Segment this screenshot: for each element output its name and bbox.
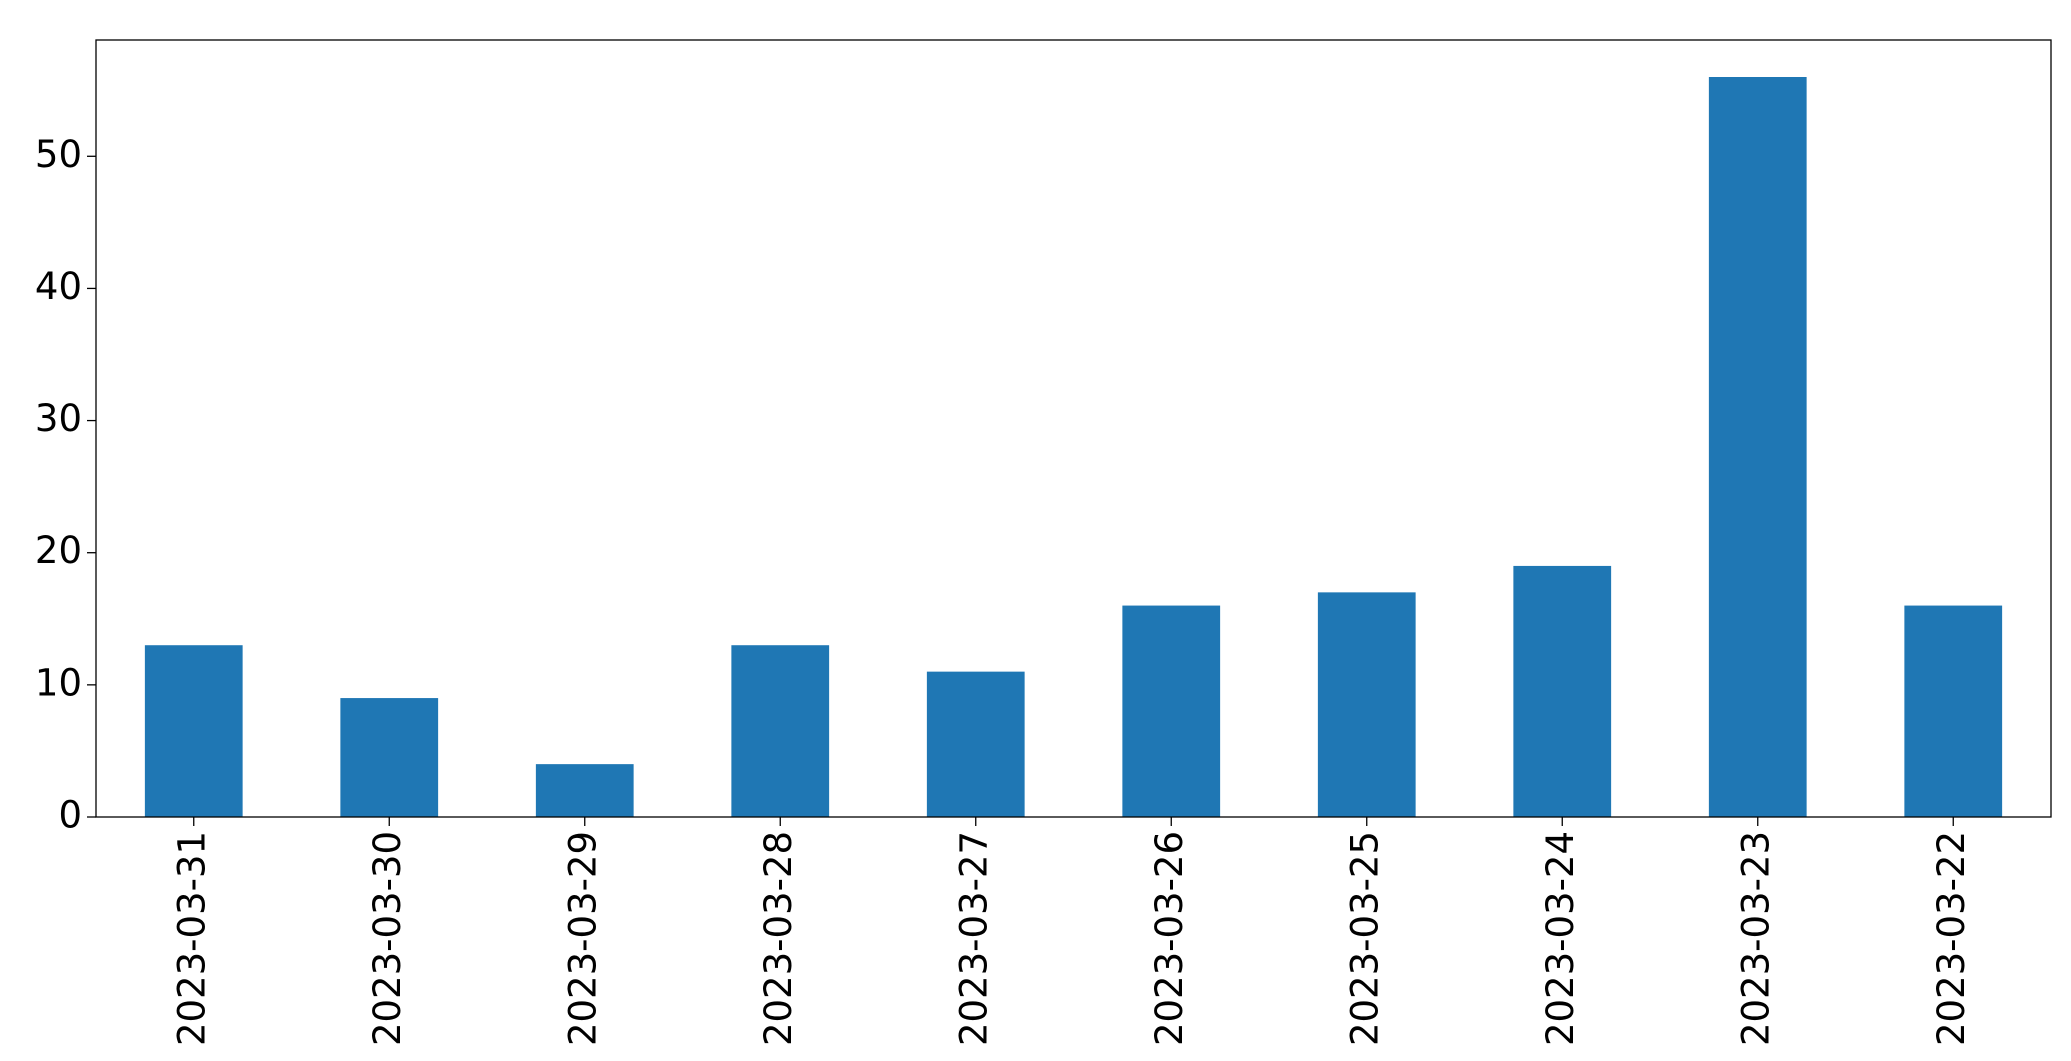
x-tick-label: 2023-03-29 [561,831,604,1046]
y-tick-label: 40 [35,265,82,308]
bar [1317,592,1416,817]
x-tick-label: 2023-03-28 [757,831,800,1046]
bar [1513,565,1612,817]
bar [144,645,243,817]
y-tick-label: 20 [35,529,82,572]
x-tick-label: 2023-03-24 [1539,831,1582,1046]
plot-frame [95,39,2052,818]
bar [1904,605,2003,817]
x-tick-label: 2023-03-26 [1148,831,1191,1046]
x-tick-label: 2023-03-31 [170,831,213,1046]
x-tick-label: 2023-03-30 [366,831,409,1046]
bar [1708,77,1807,817]
bar [926,671,1025,817]
bar [731,645,830,817]
y-tick-label: 30 [35,397,82,440]
y-tick-label: 10 [35,661,82,704]
x-tick-label: 2023-03-25 [1343,831,1386,1046]
x-tick-label: 2023-03-23 [1734,831,1777,1046]
x-tick-label: 2023-03-27 [952,831,995,1046]
bar [340,698,439,817]
x-tick-label: 2023-03-22 [1930,831,1973,1046]
y-tick-label: 0 [58,794,82,837]
bar [535,764,634,817]
bar [1122,605,1221,817]
y-tick-label: 50 [35,133,82,176]
